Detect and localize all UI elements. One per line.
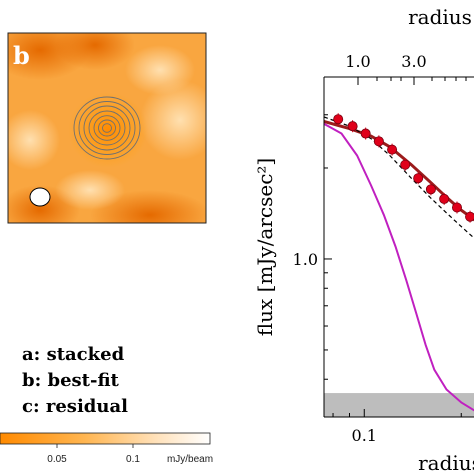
- legend-stacked: a: stacked: [22, 344, 125, 365]
- source-glow: [68, 92, 148, 168]
- x-tick-label-top: 3.0: [401, 52, 426, 71]
- beam-ellipse: [29, 187, 51, 207]
- y-tick-label: 1.0: [293, 250, 318, 269]
- x-tick-label-top: 1.0: [345, 52, 370, 71]
- data-point: [373, 136, 384, 147]
- image-panel-b: b: [7, 32, 207, 224]
- colorbar-unit: mJy/beam: [167, 454, 213, 465]
- data-point: [360, 128, 371, 139]
- image-frame: [7, 32, 207, 224]
- legend-best-fit: b: best-fit: [22, 370, 120, 391]
- image-dark-blob: [55, 33, 135, 70]
- data-point: [451, 202, 462, 213]
- x-tick-label-bottom: 0.1: [352, 426, 377, 445]
- panel-label: b: [13, 41, 30, 70]
- source-contours: [73, 96, 141, 160]
- legend-residual: c: residual: [22, 396, 128, 417]
- beam-profile-line: [324, 122, 474, 412]
- colorbar-gradient: [0, 432, 211, 445]
- best-fit-model-line: [324, 120, 474, 222]
- y-axis-label: flux [mJy/arcsec²]: [253, 158, 277, 337]
- image-light-blob: [55, 170, 125, 210]
- data-point: [465, 211, 474, 222]
- x-axis-bottom-label: radius: [418, 451, 474, 474]
- colorbar: 0.05 0.1 mJy/beam: [0, 432, 213, 465]
- intrinsic-model-dashed-line: [324, 116, 474, 239]
- image-light-blob: [125, 45, 195, 95]
- contour-line: [88, 110, 126, 146]
- data-point: [413, 173, 424, 184]
- contour-line: [78, 101, 136, 155]
- contour-line: [83, 105, 131, 151]
- noise-band: [324, 393, 474, 417]
- data-point: [439, 193, 450, 204]
- colorbar-tick-label: 0.1: [126, 454, 140, 465]
- colorbar-tick-label: 0.05: [47, 454, 67, 465]
- image-light-blob: [140, 80, 206, 160]
- radial-profile-plot: 0.1 1.0 3.0 1.0 radius radius flux [mJy/arc…: [253, 5, 474, 474]
- x-axis-top-label: radius: [408, 5, 472, 29]
- contour-line: [98, 119, 116, 137]
- data-point: [400, 159, 411, 170]
- data-point: [425, 184, 436, 195]
- data-point: [347, 121, 358, 132]
- data-point: [333, 114, 344, 125]
- image-light-blob: [8, 110, 60, 170]
- contour-line: [93, 115, 121, 141]
- contour-line: [102, 123, 112, 133]
- contour-line: [73, 96, 141, 160]
- data-point: [387, 144, 398, 155]
